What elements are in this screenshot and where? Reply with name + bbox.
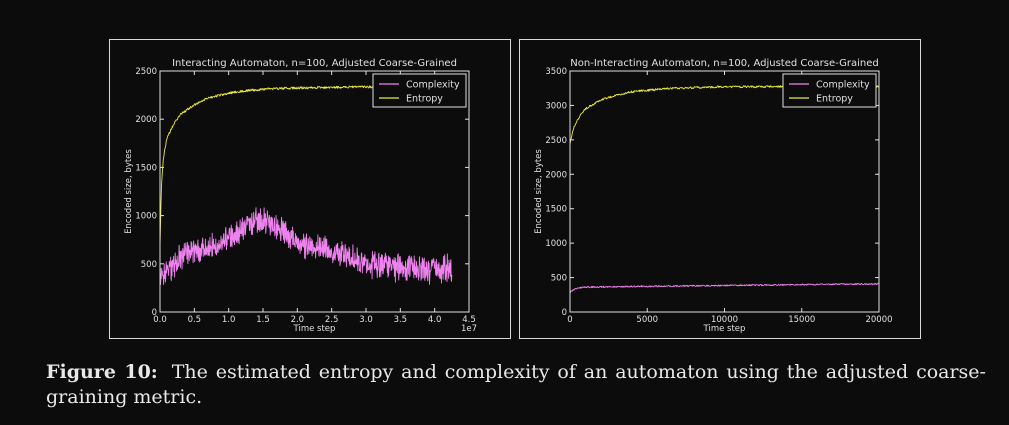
figure-label: Figure 10: xyxy=(46,361,158,383)
y-tick-label: 1500 xyxy=(135,163,157,173)
chart-title: Non-Interacting Automaton, n=100, Adjust… xyxy=(570,58,878,69)
figure-caption: Figure 10: The estimated entropy and com… xyxy=(46,360,986,410)
y-tick-label: 500 xyxy=(141,260,157,270)
chart-interacting-automaton: Interacting Automaton, n=100, Adjusted C… xyxy=(124,58,477,334)
y-tick-label: 2500 xyxy=(135,67,157,77)
y-axis-label: Encoded size, bytes xyxy=(124,149,134,234)
legend-label-complexity: Complexity xyxy=(406,80,460,91)
chart-panel-non-interacting: Non-Interacting Automaton, n=100, Adjust… xyxy=(519,39,921,339)
x-tick-label: 0.5 xyxy=(188,315,202,325)
y-tick-label: 3500 xyxy=(545,67,567,77)
legend-label-entropy: Entropy xyxy=(816,94,853,105)
y-tick-label: 2000 xyxy=(135,115,157,125)
chart-title: Interacting Automaton, n=100, Adjusted C… xyxy=(172,58,457,69)
y-tick-label: 0 xyxy=(152,308,157,318)
x-tick-label: 3.5 xyxy=(394,315,408,325)
y-tick-label: 1000 xyxy=(545,239,567,249)
legend-label-complexity: Complexity xyxy=(816,80,870,91)
y-tick-label: 1500 xyxy=(545,205,567,215)
y-tick-label: 2500 xyxy=(545,136,567,146)
x-tick-label: 0 xyxy=(567,315,572,325)
x-tick-label: 4.0 xyxy=(428,315,442,325)
x-tick-label: 2.5 xyxy=(325,315,339,325)
x-tick-label: 1.0 xyxy=(222,315,236,325)
y-tick-label: 1000 xyxy=(135,212,157,222)
legend-label-entropy: Entropy xyxy=(406,94,443,105)
legend-box xyxy=(782,73,877,108)
plot-frame xyxy=(159,70,470,313)
x-tick-label: 2.0 xyxy=(291,315,305,325)
legend-box xyxy=(372,73,467,108)
figure-caption-text: The estimated entropy and complexity of … xyxy=(46,361,986,408)
x-offset-label: 1e7 xyxy=(461,324,477,334)
x-tick-label: 4.5 xyxy=(462,315,476,325)
x-tick-label: 15000 xyxy=(788,315,815,325)
y-tick-label: 0 xyxy=(562,308,567,318)
x-tick-label: 3.0 xyxy=(359,315,373,325)
y-tick-label: 2000 xyxy=(545,170,567,180)
x-tick-label: 1.5 xyxy=(256,315,270,325)
x-tick-label: 0.0 xyxy=(153,315,167,325)
chart-non-interacting-automaton: Non-Interacting Automaton, n=100, Adjust… xyxy=(534,58,893,334)
y-tick-label: 500 xyxy=(551,274,567,284)
x-axis-label: Time step xyxy=(293,324,336,334)
x-tick-label: 20000 xyxy=(865,315,892,325)
y-axis-label: Encoded size, bytes xyxy=(534,149,544,234)
chart-panel-interacting: Interacting Automaton, n=100, Adjusted C… xyxy=(109,39,511,339)
y-tick-label: 3000 xyxy=(545,101,567,111)
series-line-complexity xyxy=(159,207,453,285)
series-line-complexity xyxy=(569,282,880,294)
x-tick-label: 10000 xyxy=(711,315,738,325)
series-line-entropy xyxy=(159,85,453,246)
x-axis-label: Time step xyxy=(703,324,746,334)
x-tick-label: 5000 xyxy=(636,315,658,325)
